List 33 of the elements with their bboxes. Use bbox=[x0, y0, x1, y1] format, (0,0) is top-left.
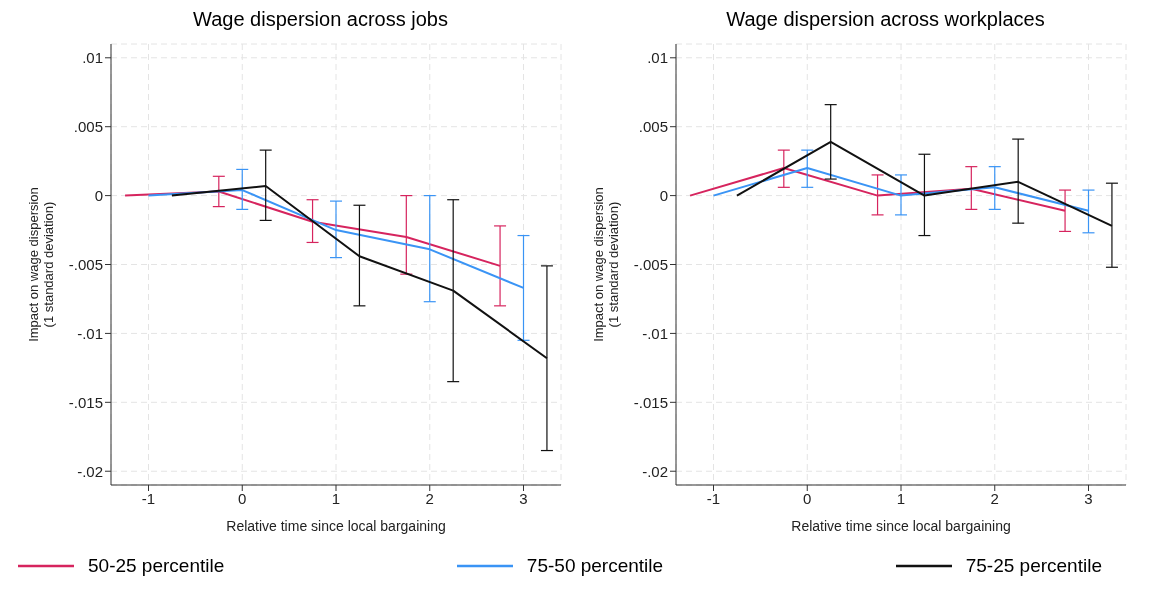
y-tick-label: .01 bbox=[647, 49, 668, 67]
y-tick-label: .01 bbox=[82, 49, 103, 67]
x-tick-label: 3 bbox=[519, 489, 528, 507]
x-tick-label: 1 bbox=[331, 489, 341, 507]
legend-label: 75-50 percentile bbox=[526, 555, 664, 577]
x-tick-label: -1 bbox=[141, 489, 156, 507]
y-axis-title: Impact on wage dispersion (1 standard deviation) bbox=[26, 187, 56, 342]
y-tick-label: -.02 bbox=[77, 462, 103, 480]
x-axis-title: Relative time since local bargaining bbox=[791, 518, 1011, 534]
y-axis-title: Impact on wage dispersion (1 standard deviation) bbox=[591, 187, 621, 342]
y-tick-label: -.015 bbox=[68, 393, 103, 411]
x-tick-label: -1 bbox=[706, 489, 721, 507]
y-tick-label: .005 bbox=[73, 118, 103, 136]
x-tick-label: 1 bbox=[896, 489, 906, 507]
chart-title: Wage dispersion across jobs bbox=[192, 8, 449, 32]
x-tick-label: 0 bbox=[803, 489, 812, 507]
chart-title: Wage dispersion across workplaces bbox=[725, 8, 1046, 32]
y-tick-label: -.005 bbox=[68, 255, 103, 273]
y-tick-label: 0 bbox=[659, 186, 668, 204]
y-tick-label: .005 bbox=[638, 118, 668, 136]
legend-label: 75-25 percentile bbox=[965, 555, 1102, 577]
x-axis-title: Relative time since local bargaining bbox=[226, 518, 446, 534]
legend-label: 50-25 percentile bbox=[88, 555, 225, 577]
y-tick-label: -.02 bbox=[642, 462, 668, 480]
x-tick-label: 3 bbox=[1084, 489, 1093, 507]
y-tick-label: 0 bbox=[94, 186, 103, 204]
x-tick-label: 0 bbox=[238, 489, 247, 507]
y-tick-label: -.01 bbox=[642, 324, 668, 342]
x-tick-label: 2 bbox=[425, 489, 434, 507]
y-tick-label: -.015 bbox=[633, 393, 668, 411]
y-tick-label: -.01 bbox=[77, 324, 103, 342]
x-tick-label: 2 bbox=[990, 489, 999, 507]
y-tick-label: -.005 bbox=[633, 255, 668, 273]
